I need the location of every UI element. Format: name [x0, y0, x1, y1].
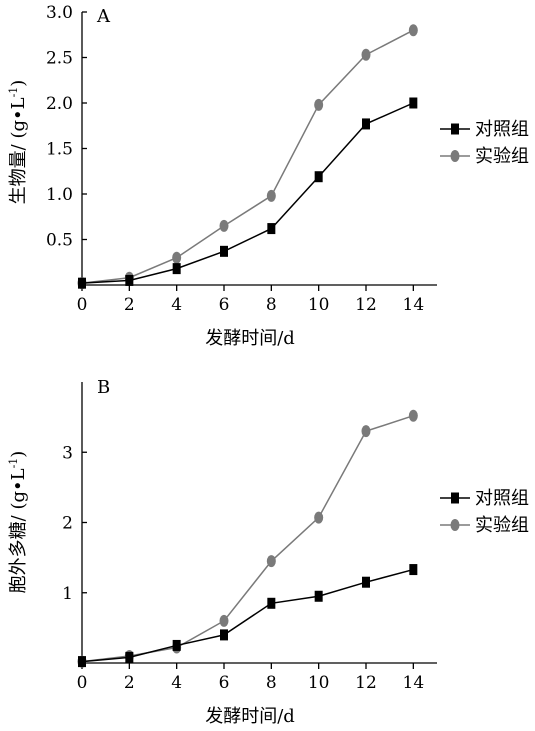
y-tick-label: 2.0 [46, 94, 73, 114]
data-point-square [267, 223, 276, 235]
series-line [81, 29, 414, 284]
y-tick-label: 1 [62, 584, 73, 604]
data-point-square [267, 597, 276, 609]
data-point-square [172, 639, 181, 651]
data-point-square [314, 590, 323, 602]
panel-a: A 生物量/ (g•L-1) 发酵时间/d 0 2 4 6 8 10 12 14 0.5 1.0 1… [7, 3, 529, 349]
x-tick-label: 4 [171, 295, 182, 315]
legend-label: 实验组 [475, 515, 529, 536]
x-tick-label: 4 [171, 673, 182, 693]
x-axis-title: 发酵时间/d [205, 328, 295, 349]
x-tick-label: 8 [266, 673, 277, 693]
panel-b: B 胞外多糖/ (g•L-1) 发酵时间/d 0 2 4 6 8 10 12 14123对照组… [7, 377, 529, 727]
y-axis-title: 生物量/ (g•L-1) [7, 80, 29, 205]
series-line [81, 102, 414, 284]
x-tick-label: 0 [77, 673, 88, 693]
data-point-circle [266, 189, 276, 202]
data-point-circle [361, 48, 371, 61]
x-tick-label: 0 [77, 295, 88, 315]
data-point-square [220, 629, 228, 641]
legend-marker [451, 492, 459, 504]
data-point-square [125, 651, 134, 663]
panel-label: B [97, 377, 110, 398]
x-tick-label: 10 [308, 295, 330, 315]
y-tick-label: 2 [62, 514, 73, 534]
series-line [81, 415, 414, 663]
data-point-circle [172, 251, 182, 264]
data-point-circle [266, 555, 276, 568]
legend-marker [450, 150, 460, 162]
x-tick-label: 14 [403, 295, 425, 315]
panel-label: A [96, 6, 111, 27]
legend-label: 实验组 [475, 146, 529, 167]
y-tick-label: 3.0 [46, 3, 73, 23]
x-axis-title: 发酵时间/d [205, 706, 295, 727]
x-tick-label: 12 [355, 295, 377, 315]
y-tick-label: 0.5 [46, 231, 73, 251]
data-point-circle [219, 614, 229, 627]
data-point-square [409, 97, 418, 109]
data-point-circle [219, 219, 229, 232]
x-tick-label: 14 [403, 673, 425, 693]
y-tick-label: 2.5 [46, 49, 73, 69]
data-point-square [220, 245, 228, 257]
y-tick-label: 1.0 [46, 185, 73, 205]
x-tick-label: 12 [355, 673, 377, 693]
legend-marker [450, 519, 460, 531]
series-line [81, 568, 414, 663]
x-tick-label: 2 [124, 673, 135, 693]
data-point-square [362, 576, 370, 588]
data-point-circle [314, 511, 324, 524]
data-point-circle [408, 409, 418, 422]
x-tick-label: 6 [219, 673, 230, 693]
data-point-square [78, 277, 86, 289]
legend-label: 对照组 [475, 488, 529, 509]
data-point-circle [314, 98, 324, 111]
x-tick-label: 8 [266, 295, 277, 315]
data-point-square [409, 564, 418, 576]
legend-label: 对照组 [475, 119, 529, 140]
data-point-square [78, 656, 86, 668]
x-tick-label: 2 [124, 295, 135, 315]
data-point-circle [408, 24, 418, 37]
y-tick-label: 1.5 [46, 140, 73, 160]
y-tick-label: 3 [62, 443, 73, 463]
x-tick-label: 10 [308, 673, 330, 693]
y-axis-title: 胞外多糖/ (g•L-1) [7, 451, 29, 594]
legend-marker [451, 123, 459, 135]
data-point-circle [361, 425, 371, 438]
data-point-square [314, 171, 323, 183]
x-tick-label: 6 [219, 295, 230, 315]
data-point-square [172, 263, 181, 275]
data-point-square [362, 118, 370, 130]
data-point-square [125, 274, 134, 286]
